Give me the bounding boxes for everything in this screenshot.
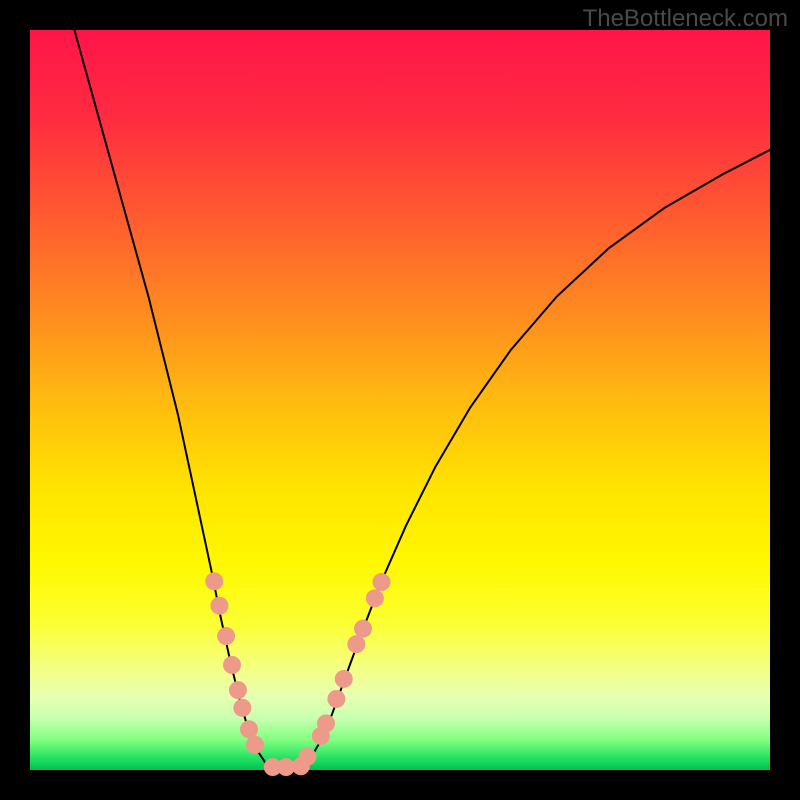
data-marker [205,572,223,590]
data-marker [217,627,235,645]
data-marker [299,748,317,766]
plot-background [30,30,770,770]
data-marker [373,573,391,591]
source-watermark: TheBottleneck.com [583,5,788,32]
data-marker [354,620,372,638]
data-marker [335,670,353,688]
data-marker [223,656,241,674]
chart-root: TheBottleneck.com [0,0,800,800]
data-marker [327,690,345,708]
data-marker [240,720,258,738]
data-marker [246,736,264,754]
data-marker [347,635,365,653]
bottleneck-chart: TheBottleneck.com [0,0,800,800]
data-marker [229,681,247,699]
data-marker [233,699,251,717]
data-marker [366,589,384,607]
data-marker [317,714,335,732]
data-marker [210,597,228,615]
